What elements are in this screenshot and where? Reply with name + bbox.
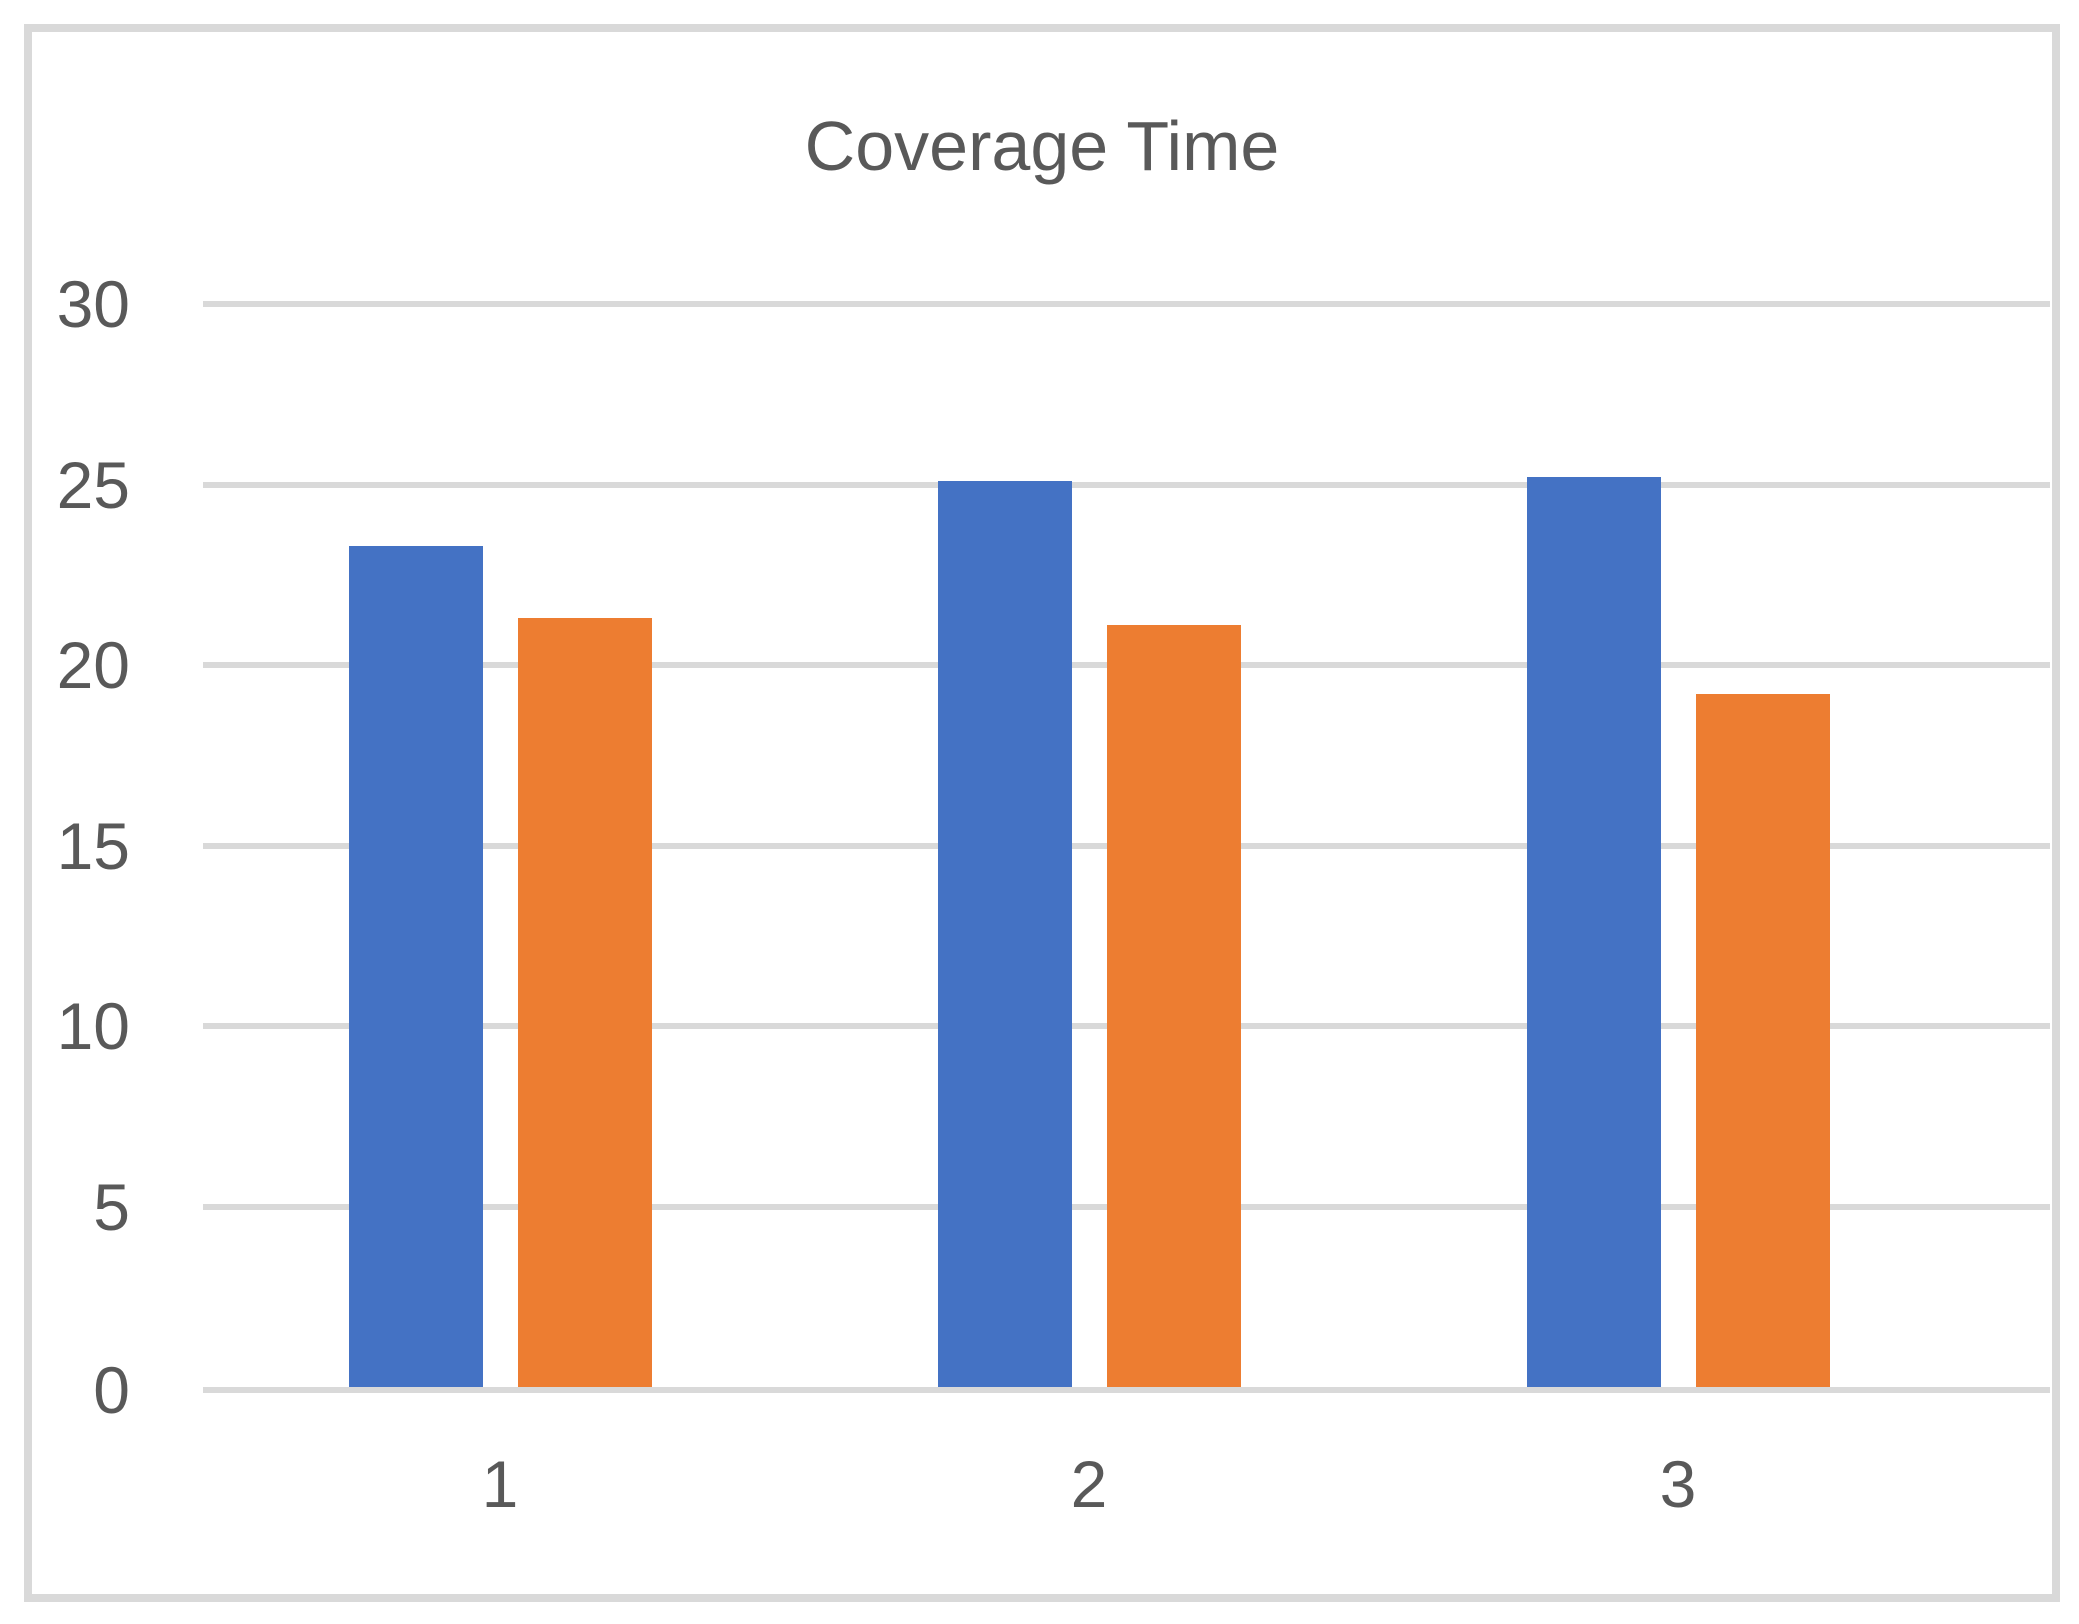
y-axis-tick-label-5: 5: [93, 1169, 130, 1244]
chart-title: Coverage Time: [804, 107, 1280, 185]
y-axis-tick-label-30: 30: [56, 267, 130, 341]
y-axis-tick-label-10: 10: [56, 989, 130, 1063]
x-axis-category-label-1: 1: [481, 1447, 519, 1521]
bar-series2-group2: [1106, 625, 1241, 1387]
bar-series1-group1: [348, 546, 483, 1387]
bar-series2-group1: [517, 618, 652, 1387]
y-axis-tick-label-20: 20: [56, 628, 130, 702]
x-axis-category-label-3: 3: [1659, 1447, 1697, 1521]
chart-frame: Coverage Time 0 5 10 15 20 25 30 1 2 3: [24, 24, 2060, 1602]
x-axis-line: [203, 1387, 2050, 1393]
gridline-y25: [203, 481, 2050, 488]
plot-area: 0 5 10 15 20 25 30 1 2 3: [32, 32, 2052, 1594]
y-axis-tick-label-15: 15: [56, 808, 130, 883]
bar-series1-group3: [1526, 477, 1661, 1387]
gridline-y30: [203, 301, 2050, 307]
y-axis-tick-label-0: 0: [93, 1353, 130, 1427]
y-axis-tick-label-25: 25: [56, 447, 130, 522]
bar-series1-group2: [937, 481, 1072, 1387]
x-axis-category-label-2: 2: [1070, 1447, 1108, 1521]
bar-series2-group3: [1695, 694, 1830, 1387]
